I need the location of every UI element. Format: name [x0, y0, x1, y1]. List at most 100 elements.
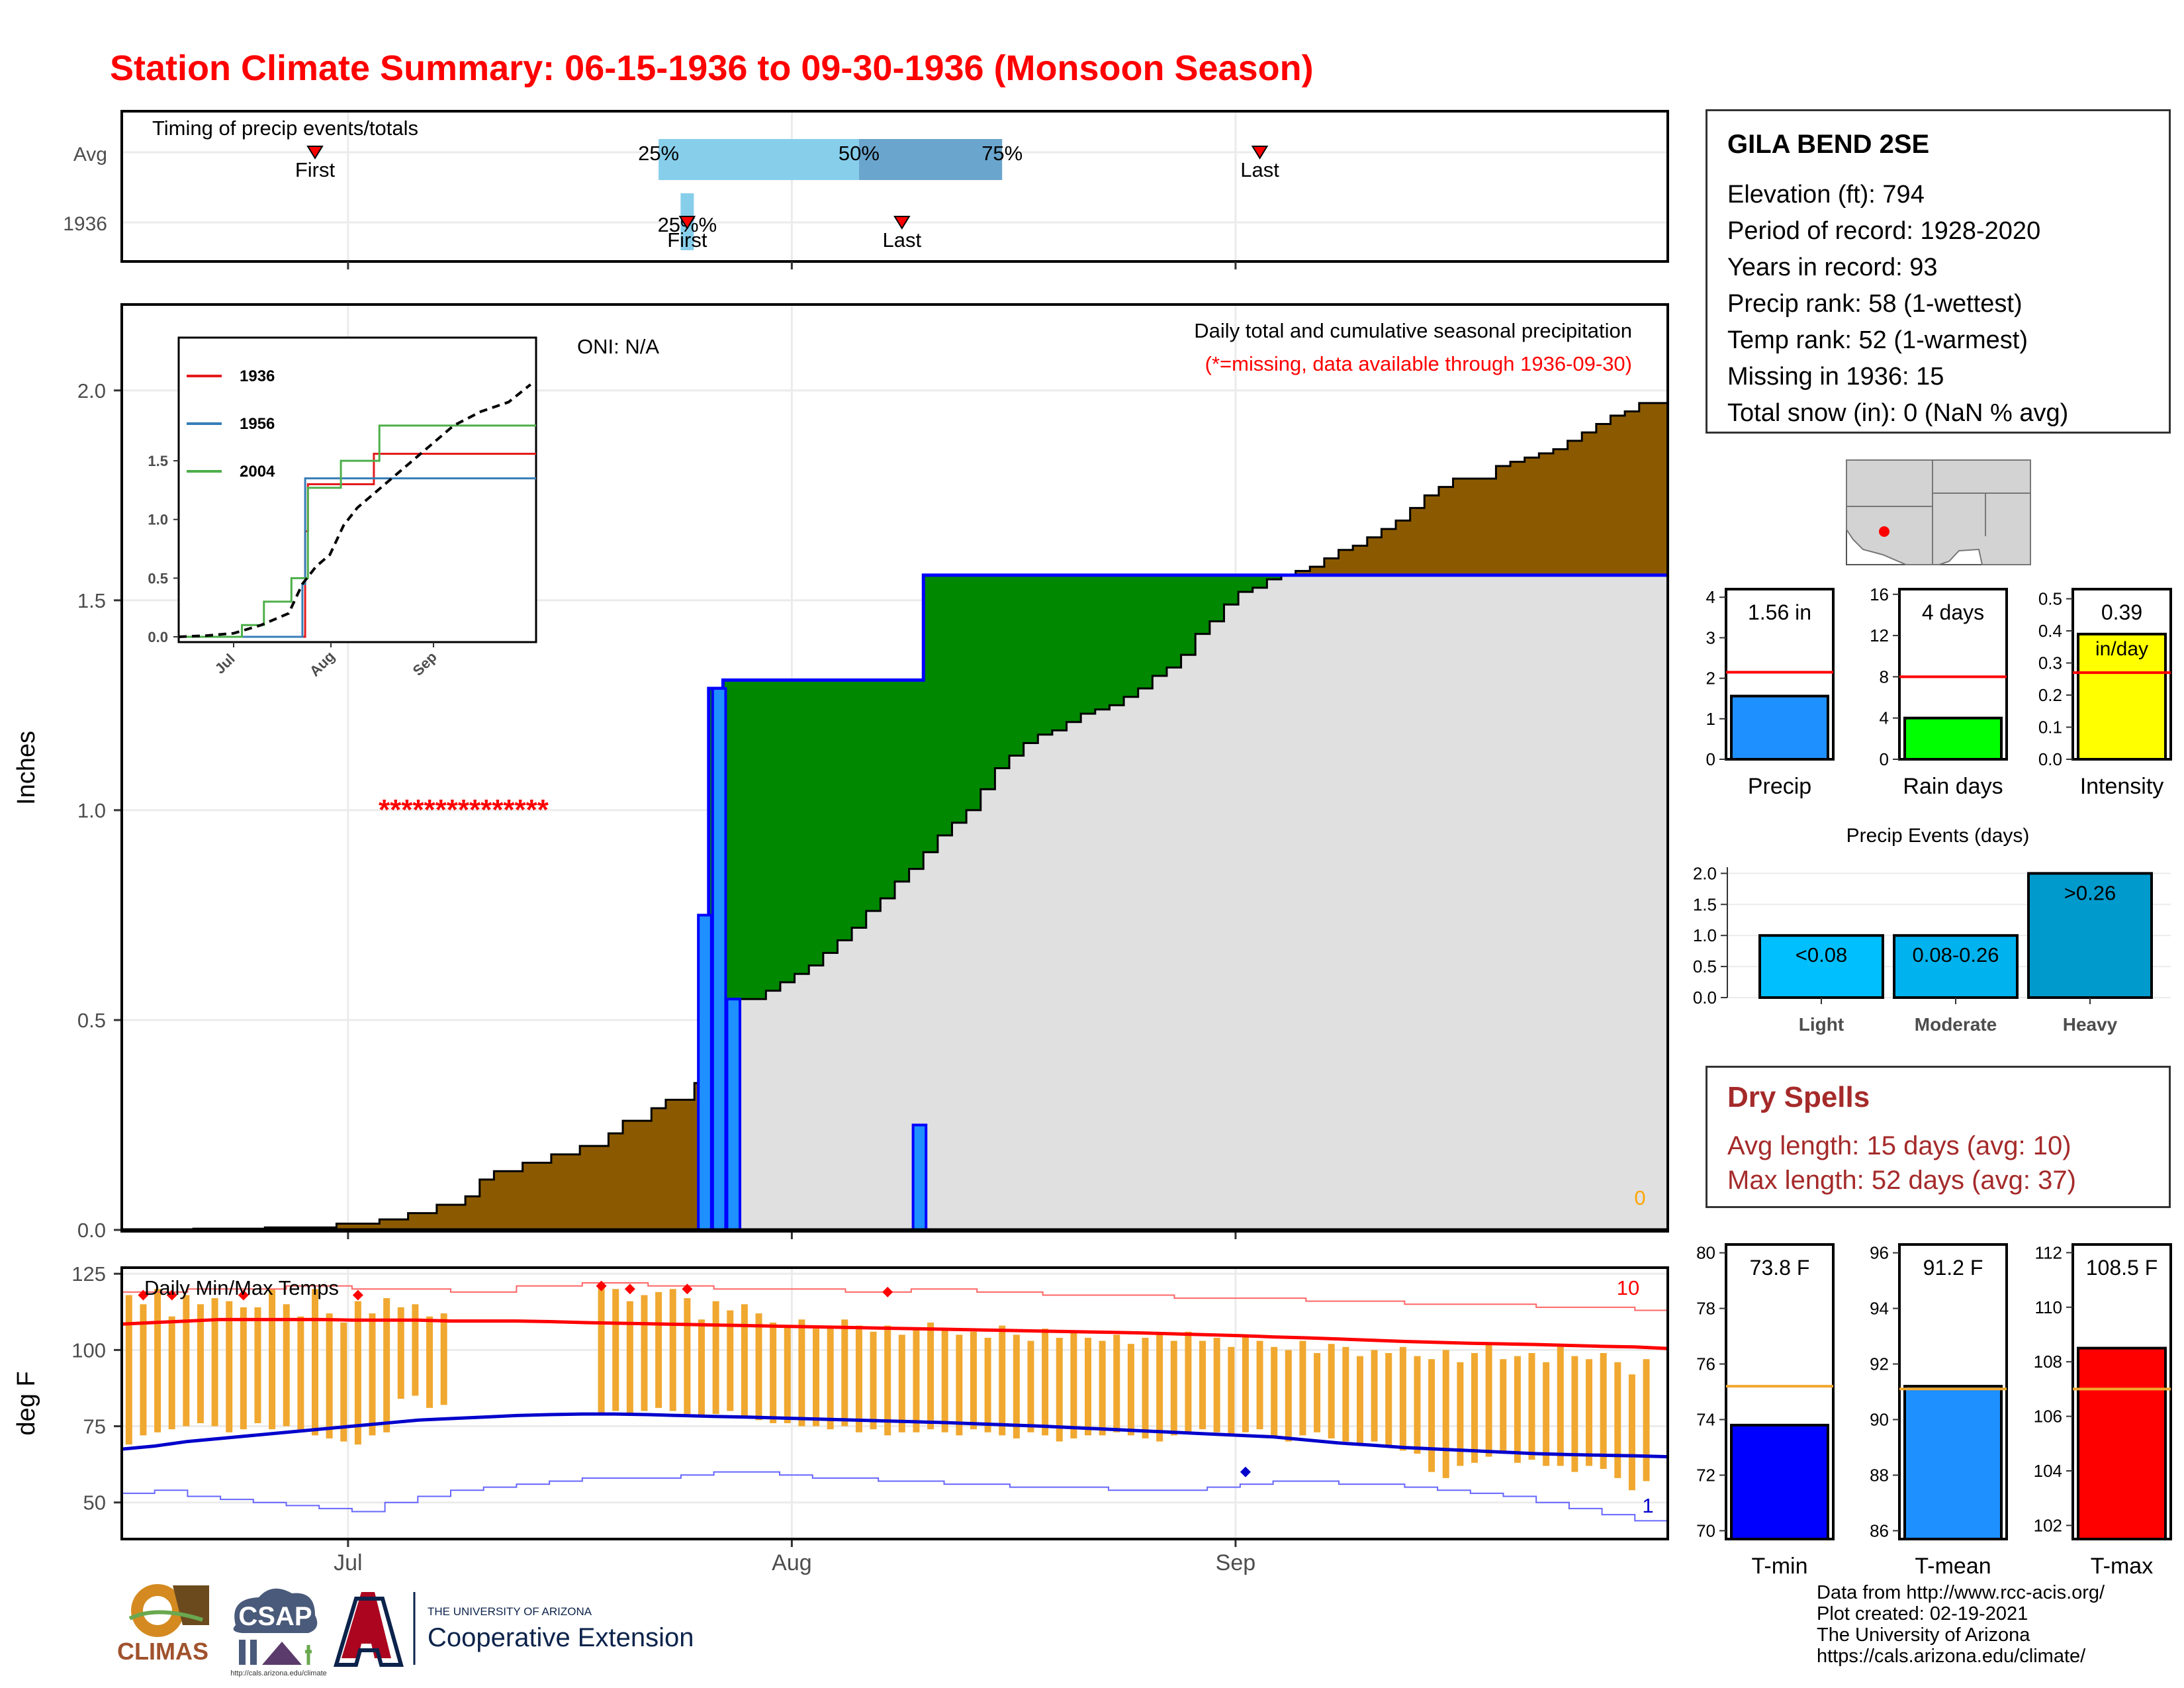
tmin_bar-ytick-label: 80 [1696, 1243, 1715, 1263]
daily-temp-bar [1027, 1340, 1034, 1432]
tmin_bar-ytick-label: 76 [1696, 1354, 1715, 1374]
precip-ytick-label: 1.5 [77, 589, 106, 612]
record-min-count: 1 [1642, 1494, 1653, 1517]
raindays_bar-ytick-label: 8 [1880, 667, 1889, 686]
daily-temp-bar [941, 1329, 948, 1432]
daily-temp-bar [1471, 1352, 1478, 1463]
daily-temp-bar [1399, 1346, 1406, 1451]
daily-temp-bar [154, 1289, 161, 1432]
daily-temp-bar [770, 1322, 777, 1423]
missing-marker: *************** [379, 794, 549, 826]
raindays_bar-value-bar [1903, 716, 2003, 761]
daily-temp-bar [226, 1301, 233, 1432]
timing-row-1936: 1936 [63, 213, 107, 235]
dry-spells-avg: Avg length: 15 days (avg: 10) [1727, 1131, 2071, 1160]
locator-map [1846, 459, 2031, 565]
temp-ytick-label: 125 [71, 1262, 106, 1286]
normal-min-line [121, 1412, 1668, 1459]
precip_bar-ytick-label: 1 [1706, 709, 1715, 729]
precip-frame-border [120, 303, 1669, 1233]
daily-temp-bar [440, 1313, 447, 1405]
csap-logo: CSAP http://cals.arizona.edu/climate [230, 1588, 327, 1677]
daily-temp-bar [827, 1325, 834, 1430]
tmax_bar-ytick-label: 110 [2035, 1297, 2062, 1317]
daily-temp-bar [1085, 1337, 1091, 1436]
ua-small-text: THE UNIVERSITY OF ARIZONA [428, 1605, 592, 1618]
daily-temp-bar [727, 1310, 734, 1411]
events-xtick-label: Moderate [1915, 1014, 1997, 1035]
tmax_bar-ytick-label: 106 [2034, 1407, 2062, 1427]
y1936-last-label: Last [883, 228, 922, 252]
events-bar-label: 0.08-0.26 [1913, 943, 1999, 966]
daily-temp-bar [1342, 1346, 1349, 1442]
avg-cumulative-line [122, 402, 1666, 1231]
daily-temp-bar [1543, 1362, 1550, 1466]
intensity_bar-ytick-label: 0.2 [2038, 685, 2062, 705]
events-xtick-label: Light [1799, 1014, 1844, 1035]
tmax_bar-ytick-label: 108 [2034, 1352, 2062, 1372]
precip-ylabel: Inches [13, 731, 40, 805]
precip-ytick-label: 1.0 [77, 799, 106, 822]
daily-temp-bar [970, 1331, 977, 1430]
inset-ytick-label: 0.0 [148, 629, 168, 645]
intensity_bar-value-label: 0.39 [2101, 600, 2142, 624]
inset-frame [177, 336, 537, 643]
daily-temp-bar [1528, 1352, 1535, 1460]
avg-last-label: Last [1240, 158, 1279, 181]
daily-temp-bar [140, 1304, 147, 1436]
raindays_bar-ytick-label: 16 [1870, 585, 1889, 604]
csap-url: http://cals.arizona.edu/climate [230, 1669, 327, 1677]
daily-temp-bar [1428, 1359, 1435, 1472]
daily-temp-bar [626, 1301, 633, 1415]
dry-spells-title: Dry Spells [1727, 1081, 1870, 1113]
map-borders [1846, 460, 2030, 565]
events-title: Precip Events (days) [1846, 825, 2030, 847]
intensity_bar-xlabel: Intensity [2080, 774, 2164, 799]
daily-temp-bar [870, 1331, 877, 1430]
tmin_bar-ytick-label: 72 [1696, 1465, 1715, 1485]
temp-ytick-label: 100 [71, 1338, 106, 1362]
normal-max-line [121, 1317, 1668, 1350]
avg-first-marker [306, 146, 324, 160]
brown-group [122, 575, 1666, 1230]
daily-temp-bar [211, 1298, 218, 1427]
precip-ytick-label: 0.5 [77, 1009, 106, 1032]
daily-temp-bar [984, 1337, 991, 1432]
temp-ylabel: deg F [13, 1371, 40, 1435]
dry-spells-max: Max length: 52 days (avg: 37) [1727, 1166, 2076, 1195]
tmax_bar-ytick-label: 102 [2034, 1515, 2062, 1535]
precip_bar-ytick-label: 2 [1706, 669, 1715, 688]
timing-frame [120, 110, 1669, 263]
record-max-marker [138, 1289, 149, 1301]
tmean_bar-value-bar [1903, 1385, 2003, 1540]
record-max-marker [352, 1289, 363, 1301]
daily-temp-bar [1643, 1359, 1650, 1481]
daily-temp-bar [1271, 1346, 1278, 1438]
events-ytick-label: 1.5 [1693, 894, 1717, 914]
avg-p75-label: 75% [981, 142, 1023, 165]
station-name: GILA BEND 2SE [1727, 130, 1930, 159]
daily-temp-bar [798, 1319, 805, 1427]
temp-xtick-label: Aug [772, 1550, 812, 1575]
daily-temp-bar [1385, 1352, 1392, 1448]
precip-subtitle: (*=missing, data available through 1936-… [1205, 352, 1632, 375]
record-max-marker [238, 1289, 249, 1301]
precip_bar-ytick-label: 0 [1706, 749, 1715, 769]
inset-legend-label: 1956 [240, 415, 275, 433]
daily-temp-bar [999, 1325, 1006, 1436]
daily-temp-bar [426, 1316, 433, 1408]
daily-temp-bar [297, 1316, 304, 1432]
tmean_bar-ytick-label: 96 [1870, 1243, 1889, 1263]
inset-ytick-label: 1.0 [148, 512, 168, 528]
timing-panel: Timing of precip events/totals Avg 1936 … [63, 110, 1669, 269]
page-title: Station Climate Summary: 06-15-1936 to 0… [110, 48, 1314, 88]
avg-iqr-lower-bar [659, 139, 859, 180]
events-bar-label: <0.08 [1796, 943, 1847, 966]
events-ytick-label: 1.0 [1693, 925, 1717, 945]
intensity_bar-ytick-label: 0.3 [2038, 653, 2062, 673]
raindays_bar-ytick-label: 4 [1880, 708, 1889, 728]
record-max-count: 10 [1617, 1276, 1639, 1299]
daily-temp-bar [369, 1313, 376, 1436]
daily-temp-bar [354, 1301, 361, 1445]
